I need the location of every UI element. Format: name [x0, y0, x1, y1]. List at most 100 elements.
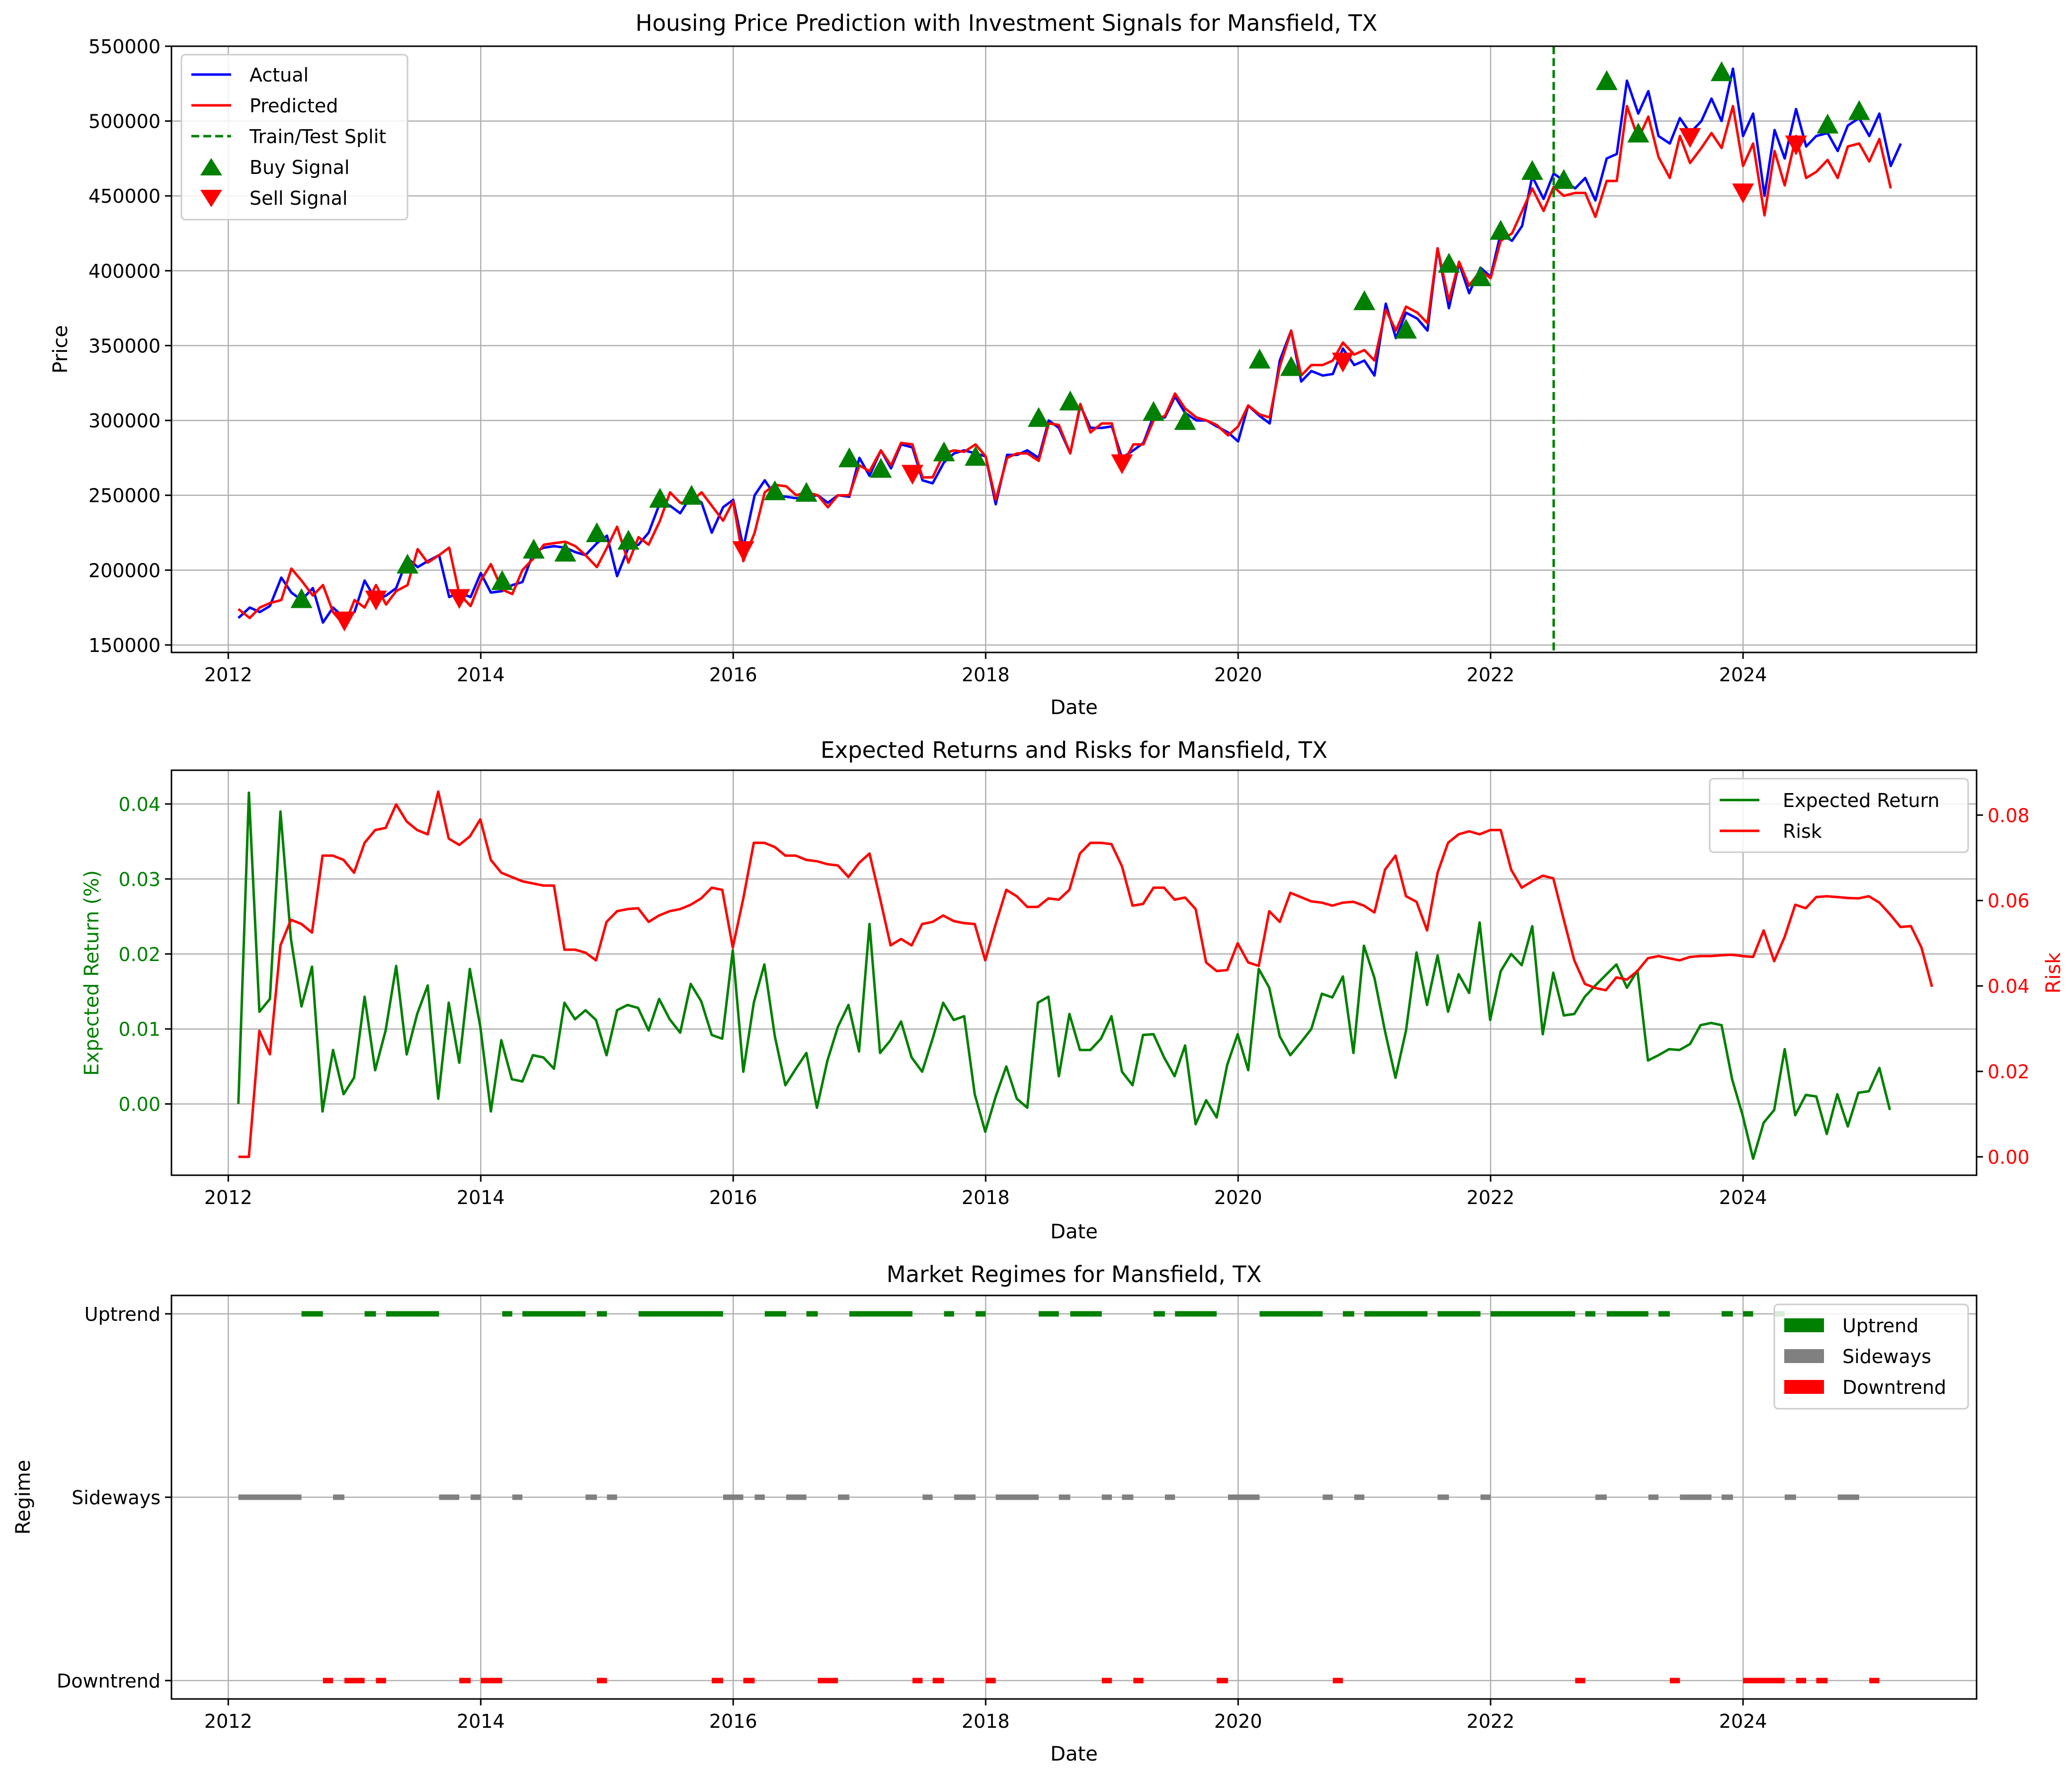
legend-swatch-sell	[200, 190, 222, 207]
buy-signal-marker	[1248, 348, 1271, 369]
price-x-tick-label: 2018	[962, 664, 1010, 686]
returns-x-tick-label: 2020	[1214, 1187, 1262, 1209]
series-line-predicted	[238, 105, 1892, 627]
buy-signal-marker	[1490, 220, 1512, 240]
legend-swatch-sideways	[1784, 1349, 1824, 1363]
buy-signal-marker	[1710, 61, 1733, 81]
buy-signal-marker	[554, 542, 577, 562]
legend-label-risk: Risk	[1783, 820, 1822, 842]
price-x-tick-label: 2012	[204, 664, 252, 686]
buy-signal-marker	[1469, 266, 1492, 286]
buy-signal-marker	[1848, 100, 1870, 120]
returns-x-tick-label: 2024	[1719, 1187, 1767, 1209]
regime-chart-title: Market Regimes for Mansfield, TX	[887, 1261, 1262, 1288]
buy-signal-marker	[1353, 290, 1376, 311]
risk-y-tick-label: 0.04	[1988, 975, 2030, 997]
returns-x-tick-label: 2012	[204, 1187, 252, 1209]
price-chart-signals	[290, 61, 1870, 632]
returns-chart-x-ticks: 2012 2014 2016 2018 2020 2022 2024	[204, 1175, 1767, 1209]
legend-label-predicted: Predicted	[249, 95, 338, 117]
returns-chart: Expected Returns and Risks for Mansfield…	[81, 737, 2065, 1243]
buy-signal-marker	[1280, 356, 1302, 376]
returns-chart-x-label: Date	[1050, 1220, 1098, 1243]
returns-chart-y-ticks-left: 0.00 0.01 0.02 0.03 0.04	[118, 794, 171, 1116]
buy-signal-marker	[680, 484, 703, 505]
returns-chart-y-label-right: Risk	[2042, 952, 2065, 994]
legend-label-buy: Buy Signal	[249, 157, 349, 178]
buy-signal-marker	[1059, 390, 1081, 410]
risk-line	[238, 790, 1933, 1158]
returns-x-tick-label: 2022	[1467, 1187, 1515, 1209]
regime-x-tick-label: 2012	[204, 1710, 252, 1732]
legend-label-downtrend: Downtrend	[1842, 1376, 1946, 1398]
price-y-tick-label: 150000	[88, 635, 161, 656]
regime-x-tick-label: 2016	[709, 1710, 757, 1732]
returns-y-tick-label: 0.01	[118, 1019, 161, 1041]
price-legend-box	[180, 54, 409, 221]
buy-signal-marker	[617, 530, 640, 550]
regime-x-tick-label: 2020	[1214, 1710, 1262, 1732]
price-chart-title: Housing Price Prediction with Investment…	[636, 10, 1378, 36]
sell-signal-marker	[1331, 352, 1354, 373]
risk-y-tick-label: 0.08	[1988, 805, 2030, 826]
regime-y-tick-label: Downtrend	[57, 1670, 161, 1692]
price-y-tick-label: 450000	[88, 185, 161, 207]
regime-x-tick-label: 2018	[962, 1710, 1010, 1732]
buy-signal-marker	[1553, 169, 1575, 189]
price-y-tick-label: 350000	[88, 335, 161, 357]
expected-return-line	[237, 791, 1892, 1160]
returns-y-tick-label: 0.04	[118, 794, 161, 815]
returns-chart-y-ticks-right: 0.00 0.02 0.04 0.06 0.08	[1977, 805, 2030, 1168]
price-x-tick-label: 2020	[1214, 664, 1262, 686]
returns-y-tick-label: 0.02	[118, 944, 161, 966]
risk-y-tick-label: 0.00	[1988, 1146, 2030, 1168]
regime-x-tick-label: 2024	[1719, 1710, 1767, 1732]
buy-signal-marker	[396, 554, 418, 574]
buy-signal-marker	[491, 570, 513, 590]
legend-label-split: Train/Test Split	[249, 126, 386, 148]
price-x-tick-label: 2016	[709, 664, 757, 686]
sell-signal-marker	[1111, 454, 1133, 475]
buy-signal-marker	[1521, 160, 1543, 180]
buy-signal-marker	[585, 522, 608, 543]
price-chart-x-label: Date	[1050, 696, 1098, 719]
regime-chart-x-ticks: 2012 2014 2016 2018 2020 2022 2024	[204, 1699, 1767, 1732]
buy-signal-marker	[649, 487, 671, 508]
returns-chart-y-label-left: Expected Return (%)	[81, 870, 103, 1076]
returns-chart-series	[237, 790, 1933, 1160]
regime-x-tick-label: 2014	[457, 1710, 505, 1732]
regime-y-tick-label: Sideways	[72, 1487, 161, 1509]
regime-chart-legend: Uptrend Sideways Downtrend	[1773, 1303, 1969, 1410]
regime-chart: Market Regimes for Mansfield, TX 2012 201…	[12, 1261, 1978, 1766]
price-chart: Housing Price Prediction with Investment…	[49, 10, 1978, 719]
regime-chart-x-label: Date	[1050, 1743, 1098, 1766]
price-y-tick-label: 500000	[88, 111, 161, 133]
returns-y-tick-label: 0.00	[118, 1094, 161, 1116]
buy-signal-marker	[764, 480, 786, 500]
sell-signal-marker	[365, 590, 387, 611]
legend-swatch-uptrend	[1784, 1318, 1824, 1332]
sell-signal-marker	[1785, 135, 1807, 156]
price-chart-legend: Actual Predicted Train/Test Split Buy Si…	[180, 54, 409, 221]
buy-signal-marker	[1438, 252, 1460, 273]
legend-label-sell: Sell Signal	[249, 187, 347, 209]
price-y-tick-label: 200000	[88, 560, 161, 581]
price-chart-y-ticks: 150000 200000 250000 300000 350000 400000 4500…	[88, 36, 171, 656]
returns-x-tick-label: 2016	[709, 1187, 757, 1209]
sell-signal-marker	[901, 465, 923, 485]
price-chart-frame	[170, 45, 1978, 653]
sell-signal-marker	[1679, 128, 1701, 148]
buy-signal-marker	[1027, 407, 1050, 427]
returns-chart-legend: Expected Return Risk	[1709, 778, 1969, 853]
buy-signal-marker	[838, 447, 860, 468]
price-x-tick-label: 2024	[1719, 664, 1767, 686]
price-x-tick-label: 2014	[457, 664, 505, 686]
price-y-tick-label: 400000	[88, 260, 161, 282]
buy-signal-marker	[1143, 401, 1165, 421]
buy-signal-marker	[933, 441, 955, 462]
risk-y-tick-label: 0.06	[1988, 890, 2030, 912]
buy-signal-marker	[795, 482, 818, 502]
price-y-tick-label: 250000	[88, 485, 161, 507]
